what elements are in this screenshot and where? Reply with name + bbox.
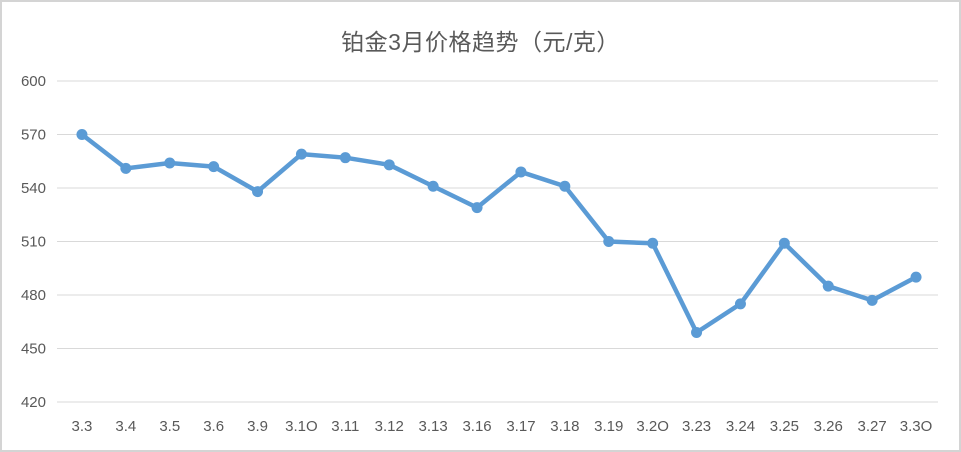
data-point-marker: [603, 236, 615, 247]
x-axis-tick-label: 3.24: [726, 418, 755, 435]
data-point-marker: [427, 180, 439, 192]
x-axis-tick-label: 3.17: [506, 418, 535, 435]
data-point-marker: [76, 129, 88, 140]
data-point-marker: [208, 161, 220, 173]
data-point-marker: [822, 280, 834, 292]
x-axis-tick-label: 3.4: [115, 418, 136, 435]
y-axis-tick-label: 600: [21, 73, 46, 90]
y-axis-tick-label: 450: [21, 341, 46, 358]
data-point-marker: [559, 180, 571, 192]
x-axis-tick-label: 3.23: [682, 418, 711, 435]
data-point-marker: [383, 159, 395, 171]
x-axis-tick-label: 3.9: [247, 418, 268, 435]
data-point-marker: [515, 166, 527, 178]
x-axis-tick-label: 3.6: [203, 418, 224, 435]
data-point-marker: [295, 148, 307, 160]
x-axis-tick-label: 3.19: [594, 418, 623, 435]
x-axis-tick-label: 3.11: [331, 418, 359, 435]
x-axis-tick-label: 3.18: [550, 418, 579, 435]
y-axis-tick-label: 570: [21, 127, 46, 144]
y-axis-tick-label: 480: [21, 287, 46, 304]
data-point-marker: [339, 152, 351, 164]
x-axis-tick-label: 3.27: [858, 418, 887, 435]
data-point-marker: [164, 157, 176, 169]
y-axis-tick-label: 540: [21, 180, 46, 197]
x-axis-tick-label: 3.13: [419, 418, 448, 435]
x-axis-tick-label: 3.2O: [636, 418, 669, 435]
data-point-marker: [252, 186, 264, 198]
data-point-marker: [647, 237, 659, 249]
data-point-marker: [120, 162, 132, 174]
data-point-marker: [734, 298, 746, 310]
data-point-marker: [866, 294, 878, 306]
price-line-series: [79, 132, 919, 335]
x-axis-tick-label: 3.3O: [900, 418, 933, 435]
data-point-marker: [778, 237, 790, 249]
data-point-marker: [471, 202, 483, 214]
y-axis-tick-label: 420: [21, 394, 46, 411]
x-axis-tick-label: 3.3: [72, 418, 93, 435]
x-axis-tick-label: 3.26: [814, 418, 843, 435]
x-axis-tick-label: 3.1O: [285, 418, 318, 435]
y-axis-tick-label: 510: [21, 234, 46, 251]
x-axis-tick-label: 3.25: [770, 418, 799, 435]
chart-title: 铂金3月价格趋势（元/克）: [341, 29, 620, 55]
x-axis-tick-label: 3.16: [462, 418, 491, 435]
data-point-marker: [910, 271, 922, 283]
data-point-marker: [691, 326, 703, 338]
x-axis-tick-label: 3.12: [375, 418, 404, 435]
x-axis-tick-label: 3.5: [159, 418, 180, 435]
